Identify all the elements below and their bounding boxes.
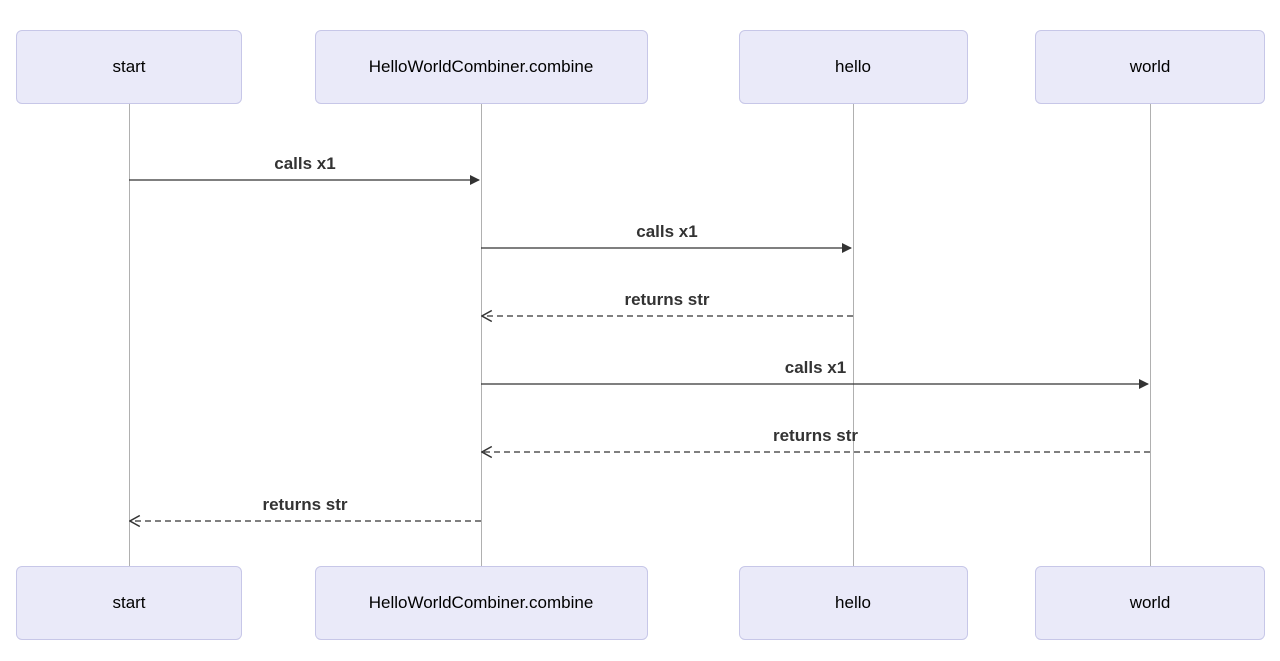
participant-label: hello [835, 57, 871, 77]
participant-label: start [112, 593, 145, 613]
participant-box-world-top: world [1035, 30, 1265, 104]
lifeline-world [1150, 104, 1151, 566]
message-label-4: returns str [773, 426, 858, 446]
participant-label: world [1130, 593, 1171, 613]
participant-box-combine-bottom: HelloWorldCombiner.combine [315, 566, 648, 640]
participant-label: HelloWorldCombiner.combine [369, 593, 594, 613]
message-label-5: returns str [262, 495, 347, 515]
sequence-diagram: start start HelloWorldCombiner.combine Hell… [0, 0, 1280, 661]
lifeline-hello [853, 104, 854, 566]
participant-box-start-bottom: start [16, 566, 242, 640]
message-label-3: calls x1 [785, 358, 846, 378]
lifeline-combine [481, 104, 482, 566]
participant-box-combine-top: HelloWorldCombiner.combine [315, 30, 648, 104]
message-label-0: calls x1 [274, 154, 335, 174]
message-label-2: returns str [624, 290, 709, 310]
participant-box-hello-top: hello [739, 30, 968, 104]
participant-label: hello [835, 593, 871, 613]
participant-box-hello-bottom: hello [739, 566, 968, 640]
participant-box-world-bottom: world [1035, 566, 1265, 640]
lifeline-start [129, 104, 130, 566]
participant-label: world [1130, 57, 1171, 77]
participant-label: HelloWorldCombiner.combine [369, 57, 594, 77]
participant-label: start [112, 57, 145, 77]
participant-box-start-top: start [16, 30, 242, 104]
message-label-1: calls x1 [636, 222, 697, 242]
